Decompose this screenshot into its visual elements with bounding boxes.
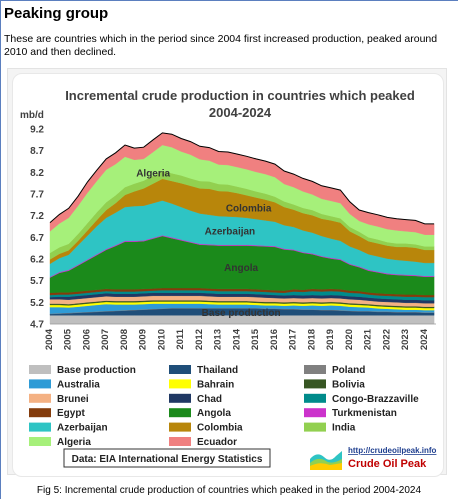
x-tick-label: 2016 — [269, 329, 280, 350]
area-annotations: Algeria Colombia Azerbaijan Angola Base prod… — [136, 169, 280, 320]
legend-label: Thailand — [197, 365, 238, 376]
y-tick-label: 7.7 — [30, 190, 44, 201]
x-tick-label: 2010 — [156, 329, 167, 350]
page-heading: Peaking group — [4, 5, 109, 22]
x-tick-label: 2005 — [63, 328, 74, 350]
y-axis-unit-label: mb/d — [20, 110, 44, 121]
legend-swatch — [29, 408, 51, 418]
y-tick-label: 9.2 — [30, 125, 44, 136]
x-tick-labels: 2004 2005 2006 2007 2008 2009 2010 2011 2012 2013… — [44, 328, 430, 350]
legend-label: India — [332, 423, 356, 434]
legend-swatch — [29, 422, 51, 432]
legend-label: Angola — [197, 408, 231, 419]
y-tick-label: 8.7 — [30, 146, 44, 157]
figure-caption: Fig 5: Incremental crude production of c… — [36, 485, 422, 496]
x-tick-label: 2012 — [194, 329, 205, 350]
annotation-angola: Angola — [224, 263, 258, 274]
annotation-algeria: Algeria — [136, 169, 170, 180]
legend-swatch — [304, 422, 326, 432]
x-tick-label: 2017 — [288, 329, 299, 350]
source-note: Data: EIA International Energy Statistic… — [72, 454, 263, 465]
stacked-areas — [49, 132, 436, 325]
annotation-colombia: Colombia — [226, 203, 272, 214]
legend-swatch — [29, 437, 51, 446]
legend-swatch — [169, 393, 191, 403]
x-tick-label: 2006 — [81, 329, 92, 350]
legend-label: Australia — [57, 379, 100, 390]
x-tick-label: 2014 — [231, 328, 242, 350]
chart-subtitle: 2004-2024 — [209, 105, 272, 120]
legend-swatch — [169, 408, 191, 418]
legend-swatch — [29, 393, 51, 403]
intro-paragraph: These are countries which in the period … — [4, 33, 438, 58]
legend-label: Bahrain — [197, 379, 234, 390]
x-tick-label: 2024 — [419, 328, 430, 350]
legend-swatch — [304, 393, 326, 403]
x-tick-label: 2013 — [213, 329, 224, 350]
x-tick-label: 2004 — [44, 328, 55, 350]
annotation-base-production: Base production — [202, 308, 281, 319]
legend-swatch — [304, 365, 326, 374]
y-tick-label: 5.2 — [30, 298, 44, 309]
y-tick-label: 6.7 — [30, 233, 44, 244]
x-tick-label: 2015 — [250, 328, 261, 350]
legend-swatch — [169, 422, 191, 432]
logo-url[interactable]: http://crudeoilpeak.info — [348, 446, 437, 455]
y-tick-label: 5.7 — [30, 276, 44, 287]
legend-label: Ecuador — [197, 437, 237, 448]
x-tick-label: 2022 — [381, 329, 392, 350]
x-tick-label: 2019 — [325, 329, 336, 350]
frame-left-edge — [0, 0, 1, 499]
legend-label: Chad — [197, 394, 222, 405]
legend-label: Turkmenistan — [332, 408, 397, 419]
source-box: Data: EIA International Energy Statistic… — [63, 448, 271, 468]
x-tick-label: 2007 — [100, 329, 111, 350]
legend-swatch — [304, 408, 326, 418]
legend-swatch — [169, 379, 191, 389]
legend-swatch — [29, 379, 51, 389]
x-tick-label: 2018 — [306, 329, 317, 350]
x-tick-label: 2023 — [400, 329, 411, 350]
y-tick-label: 4.7 — [30, 320, 44, 331]
x-tick-label: 2020 — [344, 329, 355, 350]
y-tick-label: 8.2 — [30, 168, 44, 179]
x-tick-label: 2011 — [175, 328, 186, 349]
legend-label: Congo-Brazzaville — [332, 394, 419, 405]
legend-swatch — [304, 379, 326, 389]
source-box-frame — [63, 448, 271, 468]
legend-label: Brunei — [57, 394, 89, 405]
x-tick-label: 2009 — [138, 329, 149, 350]
total-production-line — [49, 132, 435, 225]
legend-swatch — [169, 365, 191, 374]
chart-title: Incremental crude production in countrie… — [65, 88, 415, 103]
x-tick-label: 2021 — [363, 328, 374, 350]
y-tick-labels: 4.7 5.2 5.7 6.2 6.7 7.2 7.7 8.2 8.7 9.2 — [30, 125, 44, 331]
annotation-azerbaijan: Azerbaijan — [205, 226, 256, 237]
legend-label: Base production — [57, 365, 136, 376]
frame-top-edge — [0, 0, 458, 1]
logo-graphic — [310, 451, 342, 470]
legend-label: Egypt — [57, 408, 85, 419]
legend-swatch — [29, 365, 51, 374]
legend-label: Algeria — [57, 437, 91, 448]
y-tick-label: 7.2 — [30, 211, 44, 222]
legend-label: Poland — [332, 365, 365, 376]
logo-name: Crude Oil Peak — [348, 458, 427, 470]
production-chart: Incremental crude production in countrie… — [20, 88, 437, 470]
legend-label: Azerbaijan — [57, 423, 108, 434]
x-tick-label: 2008 — [119, 329, 130, 350]
legend-label: Colombia — [197, 423, 243, 434]
legend-label: Bolivia — [332, 379, 365, 390]
legend: Base production Thailand Poland Australia Ba… — [29, 365, 419, 448]
y-tick-label: 6.2 — [30, 255, 44, 266]
legend-swatch — [169, 437, 191, 446]
crudeoilpeak-logo[interactable]: http://crudeoilpeak.info Crude Oil Peak — [310, 446, 437, 470]
